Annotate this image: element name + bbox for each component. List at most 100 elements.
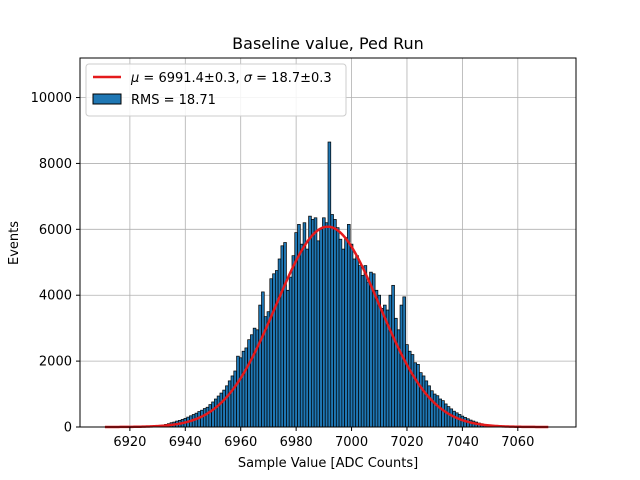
- histogram-bar: [363, 265, 368, 428]
- histogram-bar: [413, 362, 418, 428]
- histogram-bar: [238, 357, 243, 428]
- histogram-bar: [419, 372, 423, 428]
- histogram-bar: [313, 217, 318, 428]
- x-tick-label: 6940: [169, 435, 202, 450]
- chart-title: Baseline value, Ped Run: [232, 34, 424, 53]
- histogram-bar: [355, 255, 359, 428]
- histogram-bar: [302, 222, 307, 428]
- histogram-bar: [421, 375, 426, 428]
- y-tick-label: 4000: [39, 289, 72, 304]
- histogram-bar: [358, 265, 362, 428]
- legend-fit-mu-value: = 6991.4±0.3,: [139, 71, 243, 86]
- histogram-bar: [211, 401, 215, 428]
- histogram-bar: [432, 393, 437, 428]
- histogram-bar: [299, 243, 304, 428]
- histogram-bar: [399, 304, 404, 428]
- histogram-bar: [430, 390, 434, 428]
- histogram-bar: [319, 228, 323, 428]
- histogram-bar: [247, 339, 251, 428]
- histogram-bar: [222, 389, 226, 428]
- histogram-bar: [205, 406, 210, 428]
- histogram-bar: [341, 248, 345, 428]
- x-tick-label: 7040: [446, 435, 479, 450]
- histogram-bar: [446, 406, 451, 428]
- histogram-bar: [441, 400, 445, 428]
- histogram-bar: [344, 237, 348, 428]
- x-axis: 6920 6940 6960 6980 7000 7020 7040 7060: [113, 427, 534, 450]
- histogram-bar: [424, 380, 429, 428]
- histogram-bar: [305, 248, 309, 428]
- histogram-bar: [225, 385, 229, 428]
- histogram-bar: [261, 291, 265, 428]
- histogram-bar: [233, 370, 237, 428]
- legend: μ = 6991.4±0.3, σ = 18.7±0.3 RMS = 18.71: [85, 63, 347, 117]
- histogram-bar: [377, 294, 381, 428]
- histogram-bar: [452, 410, 456, 428]
- y-tick-label: 2000: [39, 355, 72, 370]
- histogram-bar: [416, 364, 420, 428]
- gaussian-fit-curve: [104, 225, 549, 429]
- histogram-bar: [427, 385, 431, 428]
- plot-area-frame: [79, 57, 577, 428]
- legend-box: [85, 63, 347, 117]
- histogram-bar: [349, 243, 354, 428]
- histogram-bar: [455, 412, 459, 428]
- histogram-bar: [291, 255, 296, 428]
- x-tick-label: 6980: [280, 435, 313, 450]
- histogram-bar: [408, 350, 412, 428]
- histogram-bar: [280, 245, 285, 428]
- histogram-bar: [308, 215, 312, 428]
- histogram-bar: [391, 284, 395, 428]
- histogram-bar: [366, 281, 370, 428]
- histogram-bar: [244, 347, 248, 428]
- histogram-bar: [252, 327, 257, 428]
- legend-fit-mu: μ: [130, 71, 139, 86]
- x-tick-label: 7060: [501, 435, 534, 450]
- histogram-bar: [250, 334, 254, 428]
- histogram-bar: [333, 219, 337, 428]
- x-tick-label: 7020: [390, 435, 423, 450]
- y-axis-label: Events: [7, 221, 22, 265]
- x-tick-label: 7000: [335, 435, 368, 450]
- histogram-bar: [311, 219, 315, 428]
- x-tick-label: 6960: [224, 435, 257, 450]
- histogram-bar: [435, 395, 440, 428]
- y-tick-label: 6000: [39, 223, 72, 238]
- y-tick-label: 8000: [39, 157, 72, 172]
- y-tick-label: 0: [64, 421, 72, 436]
- histogram-bar: [324, 222, 329, 428]
- histogram-bar: [438, 398, 442, 428]
- histogram-bar: [277, 258, 282, 428]
- legend-fit-label: μ = 6991.4±0.3, σ = 18.7±0.3: [130, 71, 332, 86]
- histogram-bar: [202, 408, 207, 428]
- histogram-bar: [214, 398, 218, 428]
- histogram-bar: [208, 404, 212, 428]
- histogram-bar: [405, 344, 409, 428]
- histogram-bar: [338, 238, 343, 428]
- legend-fit-sigma-value: = 18.7±0.3: [252, 71, 332, 86]
- histogram-bar: [394, 317, 398, 428]
- histogram-bar: [227, 380, 232, 428]
- histogram-bar: [360, 275, 365, 428]
- y-axis: 0 2000 4000 6000 8000 10000: [31, 91, 80, 436]
- histogram-bar: [322, 217, 326, 428]
- histogram-bar: [388, 294, 393, 428]
- histogram-bar: [369, 271, 373, 428]
- histogram-bar: [352, 258, 357, 428]
- legend-fit-sigma: σ: [244, 71, 253, 86]
- legend-hist-label: RMS = 18.71: [131, 93, 216, 108]
- x-axis-label: Sample Value [ADC Counts]: [238, 456, 418, 471]
- histogram-bar: [410, 354, 415, 428]
- histogram-bar: [444, 403, 448, 428]
- histogram-bar: [288, 276, 293, 428]
- histogram-bar: [236, 355, 240, 428]
- histogram-bar: [241, 350, 246, 428]
- y-tick-label: 10000: [31, 91, 72, 106]
- histogram-bar: [269, 278, 273, 428]
- legend-hist-swatch: [92, 93, 122, 105]
- histogram-bar: [258, 304, 262, 428]
- histogram-bar: [374, 289, 379, 428]
- histogram-bar: [449, 408, 454, 428]
- histogram-bar: [275, 270, 279, 428]
